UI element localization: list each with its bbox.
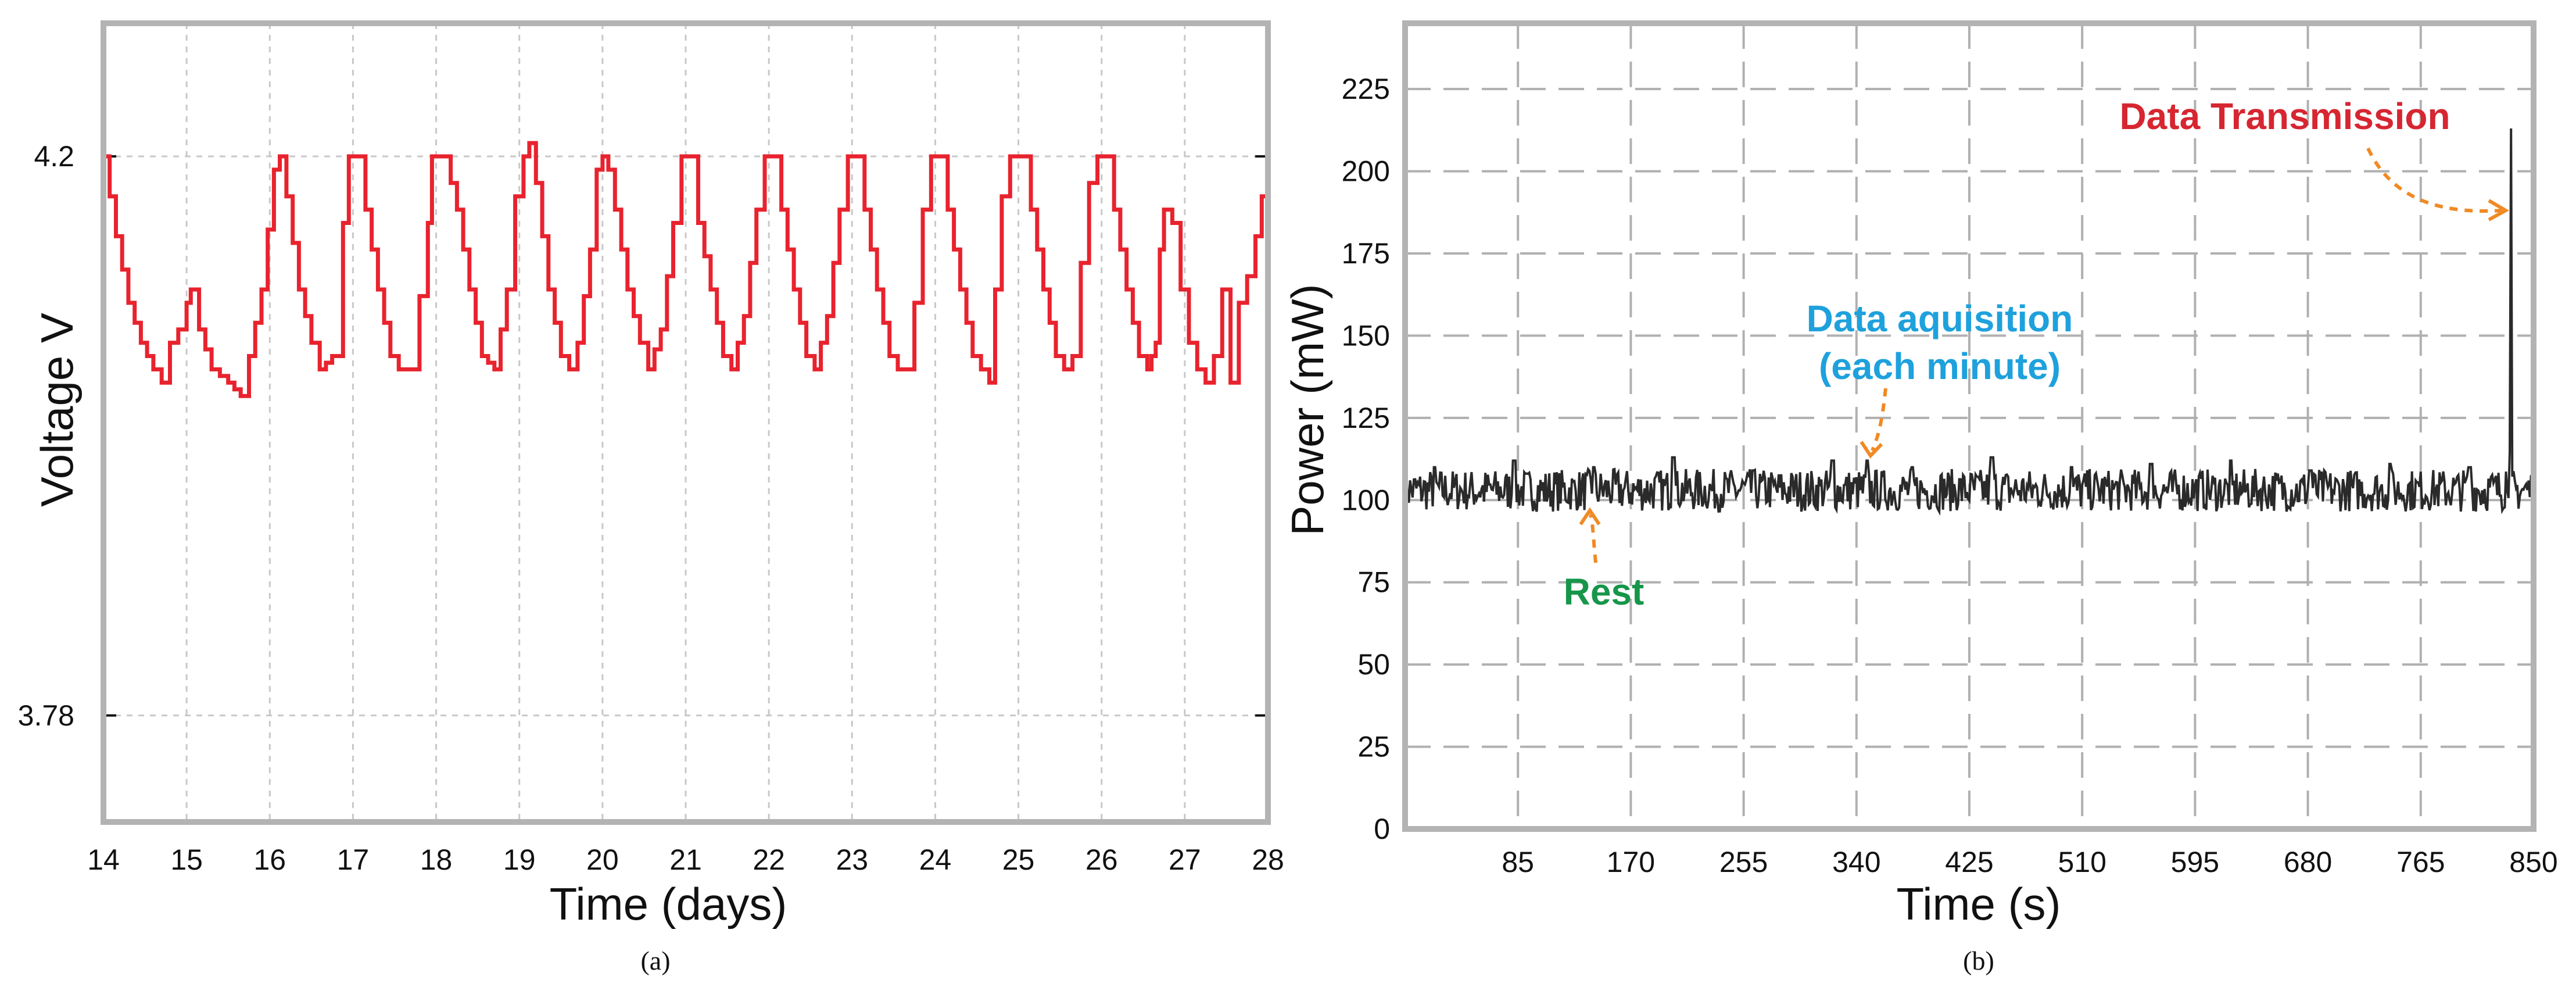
power-x-tick-label: 170 (1607, 846, 1655, 878)
voltage-y-tick-labels: 3.78 4.2 (18, 140, 74, 732)
power-x-tick-label: 510 (2058, 846, 2106, 878)
annotation-rest: Rest (1564, 571, 1645, 613)
voltage-x-tick-label: 21 (669, 843, 702, 876)
power-y-tick-label: 175 (1342, 237, 1390, 270)
power-series-line (1404, 128, 2535, 516)
voltage-x-tick-label: 19 (503, 843, 536, 876)
power-chart-frame (1402, 20, 2536, 832)
power-y-tick-label: 0 (1374, 813, 1390, 845)
panel-b: 85 170 255 340 425 510 595 680 765 850 0 25 50 75 100… (1282, 20, 2558, 975)
annotation-arrows (1589, 147, 2502, 563)
power-y-tick-label: 75 (1357, 566, 1390, 599)
voltage-x-tick-label: 22 (753, 843, 785, 876)
power-x-tick-label: 340 (1832, 846, 1880, 878)
power-y-tick-labels: 0 25 50 75 100 125 150 175 200 225 (1342, 73, 1390, 845)
arrowhead-rest (1579, 507, 1601, 526)
panel-a: 14 15 16 17 18 19 20 21 22 23 24 25 26 27 28 3.78 4.2 T… (18, 20, 1284, 975)
voltage-x-tick-label: 17 (337, 843, 370, 876)
voltage-x-tick-label: 28 (1252, 843, 1284, 876)
arrow-data-acquisition (1871, 388, 1887, 452)
power-x-tick-label: 850 (2509, 846, 2557, 878)
power-y-tick-label: 150 (1342, 319, 1390, 352)
voltage-y-tick-label: 3.78 (18, 699, 74, 732)
power-x-tick-label: 255 (1719, 846, 1768, 878)
voltage-x-tick-label: 16 (253, 843, 286, 876)
power-y-tick-label: 125 (1342, 402, 1390, 434)
power-y-tick-label: 225 (1342, 73, 1390, 105)
power-x-tick-label: 680 (2284, 846, 2332, 878)
arrow-data-transmission (2366, 147, 2502, 213)
voltage-x-tick-label: 15 (170, 843, 203, 876)
voltage-x-tick-label: 25 (1002, 843, 1035, 876)
voltage-x-tick-label: 27 (1169, 843, 1201, 876)
power-y-tick-label: 100 (1342, 484, 1390, 516)
voltage-x-tick-label: 20 (586, 843, 619, 876)
annotation-arrowheads (1579, 199, 2510, 526)
voltage-x-axis-label: Time (days) (550, 878, 787, 930)
voltage-series-line (103, 141, 1270, 398)
arrowhead-data-transmission (2488, 199, 2510, 221)
panel-label-b: (b) (1963, 946, 1994, 975)
power-chart-grid (1405, 23, 2534, 829)
arrow-rest (1589, 514, 1597, 563)
voltage-x-tick-label: 26 (1085, 843, 1118, 876)
power-x-axis-label: Time (s) (1896, 878, 2061, 930)
power-y-tick-label: 25 (1357, 731, 1390, 763)
panel-label-a: (a) (640, 946, 670, 975)
voltage-y-tick-label: 4.2 (34, 140, 74, 173)
voltage-chart-frame (101, 20, 1271, 825)
voltage-x-tick-label: 24 (919, 843, 952, 876)
annotation-data-transmission: Data Transmission (2119, 95, 2450, 137)
power-y-axis-label: Power (mW) (1282, 284, 1333, 535)
annotation-data-acquisition-line2: (each minute) (1819, 345, 2061, 387)
power-x-tick-labels: 85 170 255 340 425 510 595 680 765 850 (1502, 846, 2557, 878)
arrowhead-data-acquisition (1860, 441, 1883, 459)
voltage-chart-grid (103, 23, 1268, 822)
power-x-tick-label: 85 (1502, 846, 1534, 878)
voltage-x-tick-labels: 14 15 16 17 18 19 20 21 22 23 24 25 26 27 28 (87, 843, 1284, 876)
power-x-tick-label: 595 (2171, 846, 2219, 878)
voltage-x-tick-label: 23 (836, 843, 868, 876)
power-x-tick-label: 765 (2396, 846, 2445, 878)
power-x-tick-label: 425 (1945, 846, 1993, 878)
power-y-tick-label: 200 (1342, 155, 1390, 188)
power-y-tick-label: 50 (1357, 648, 1390, 681)
annotation-data-acquisition-line1: Data aquisition (1807, 298, 2073, 339)
voltage-y-axis-label: Voltage V (31, 313, 83, 507)
voltage-x-tick-label: 18 (420, 843, 453, 876)
voltage-x-tick-label: 14 (87, 843, 120, 876)
